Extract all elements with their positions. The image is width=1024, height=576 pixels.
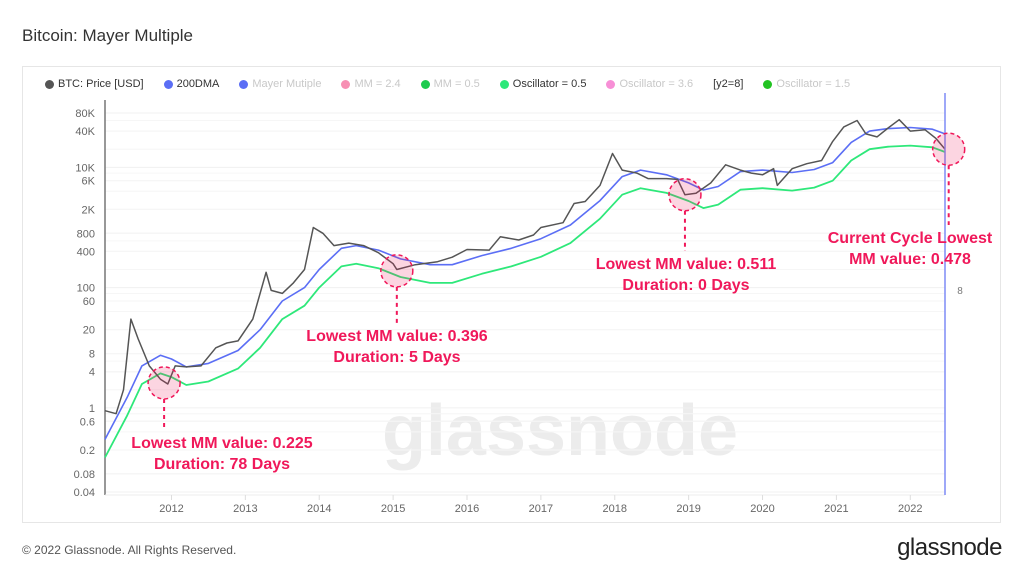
legend-item[interactable]: Oscillator = 1.5 <box>763 78 850 90</box>
glassnode-logo: glassnode <box>897 534 1002 561</box>
annotation-circle <box>668 177 702 212</box>
legend-dot-icon <box>420 79 430 89</box>
oscillator-line <box>104 144 946 458</box>
annotation-circle <box>931 132 966 166</box>
dma200-line <box>104 126 946 440</box>
legend-dot-icon <box>341 79 351 89</box>
legend-label: Oscillator = 3.6 <box>619 78 694 90</box>
x-tick-label: 2021 <box>824 503 848 515</box>
annotation-label: Duration: 0 Days <box>622 277 749 294</box>
y-tick-label: 40K <box>75 126 95 138</box>
watermark: glassnode <box>382 391 738 471</box>
legend-item[interactable]: Oscillator = 3.6 <box>606 78 693 90</box>
x-tick-label: 2020 <box>750 503 774 515</box>
price-line <box>104 118 946 415</box>
legend-dot-icon <box>239 79 249 89</box>
x-tick-label: 2014 <box>307 503 331 515</box>
legend-item[interactable]: BTC: Price [USD] <box>45 78 144 90</box>
y-tick-label: 0.08 <box>74 469 95 481</box>
annotation-label: Lowest MM value: 0.225 <box>131 435 312 452</box>
legend-item[interactable]: Mayer Mutiple <box>239 78 321 90</box>
legend-dot-icon <box>45 79 54 89</box>
legend-item[interactable]: MM = 0.5 <box>420 78 480 90</box>
chart-title: Bitcoin: Mayer Multiple <box>22 26 194 45</box>
annotation-label: Duration: 78 Days <box>154 456 290 473</box>
copyright: © 2022 Glassnode. All Rights Reserved. <box>22 543 237 557</box>
legend-item[interactable]: [y2=8] <box>713 78 743 90</box>
y-tick-label: 1 <box>89 403 95 415</box>
y-tick-label: 4 <box>89 367 95 379</box>
annotation-circle <box>380 254 414 288</box>
y-tick-label: 20 <box>83 325 95 337</box>
x-tick-label: 2017 <box>529 503 553 515</box>
legend: BTC: Price [USD] 200DMA Mayer Mutiple MM = … <box>45 78 870 90</box>
legend-dot-icon <box>606 79 616 89</box>
y-tick-label: 6K <box>82 176 96 188</box>
legend-label: Oscillator = 1.5 <box>776 78 851 90</box>
x-tick-label: 2022 <box>898 503 922 515</box>
annotation-circle <box>147 366 181 400</box>
annotation-label: Lowest MM value: 0.511 <box>596 256 777 273</box>
x-tick-label: 2012 <box>159 503 183 515</box>
annotation-label: MM value: 0.478 <box>849 251 971 268</box>
legend-label: MM = 2.4 <box>354 78 401 90</box>
legend-label: [y2=8] <box>713 78 744 90</box>
y-tick-label: 10K <box>75 162 95 174</box>
legend-label: MM = 0.5 <box>433 78 480 90</box>
chart-frame <box>22 66 1001 523</box>
y-tick-label: 8 <box>89 349 95 361</box>
x-tick-label: 2019 <box>676 503 700 515</box>
y2-tick-label: 8 <box>957 286 963 297</box>
annotation-label: Lowest MM value: 0.396 <box>306 328 487 345</box>
annotation-label: Current Cycle Lowest <box>828 230 993 247</box>
y-tick-label: 0.2 <box>80 445 95 457</box>
y-tick-label: 0.04 <box>74 487 95 499</box>
y-tick-label: 0.6 <box>80 416 95 428</box>
legend-label: Oscillator = 0.5 <box>512 78 587 90</box>
x-tick-label: 2015 <box>381 503 405 515</box>
legend-item[interactable]: MM = 2.4 <box>341 78 401 90</box>
legend-dot-icon <box>163 79 173 89</box>
legend-label: Mayer Mutiple <box>252 78 322 90</box>
legend-item[interactable]: Oscillator = 0.5 <box>499 78 587 90</box>
x-tick-label: 2018 <box>603 503 627 515</box>
y-tick-label: 2K <box>82 204 96 216</box>
y-tick-label: 100 <box>77 283 95 295</box>
y-tick-label: 400 <box>77 246 95 258</box>
annotation-label: Duration: 5 Days <box>333 349 460 366</box>
x-tick-label: 2016 <box>455 503 479 515</box>
x-tick-label: 2013 <box>233 503 257 515</box>
y-tick-label: 800 <box>77 228 95 240</box>
y-tick-label: 80K <box>75 108 95 120</box>
legend-dot-icon <box>763 79 773 89</box>
legend-item[interactable]: 200DMA <box>163 78 220 90</box>
y-tick-label: 60 <box>83 296 95 308</box>
legend-dot-icon <box>499 79 509 89</box>
legend-label: BTC: Price [USD] <box>58 78 144 90</box>
legend-label: 200DMA <box>176 78 220 90</box>
